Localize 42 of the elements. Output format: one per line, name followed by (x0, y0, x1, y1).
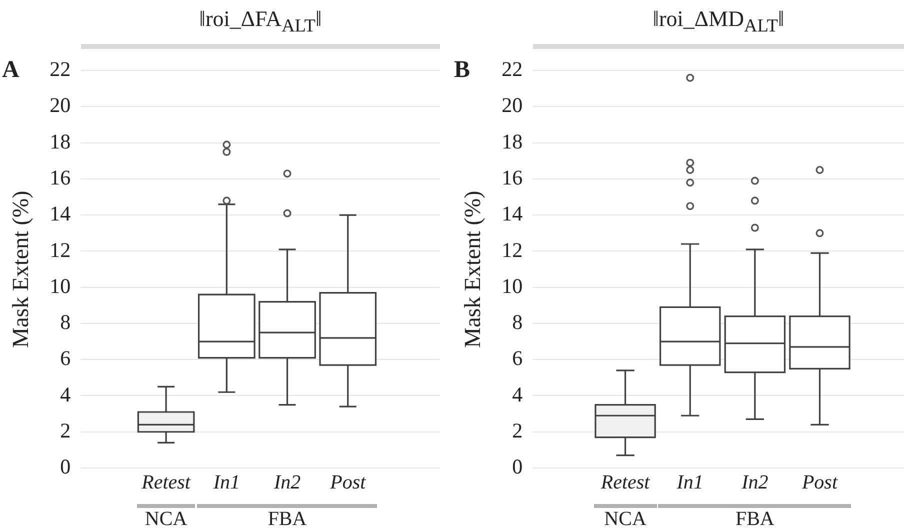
y-axis-title: Mask Extent (%) (8, 190, 33, 348)
y-tick-label: 20 (502, 93, 523, 118)
y-tick-label: 8 (512, 310, 523, 334)
y-tick-label: 14 (50, 202, 72, 226)
text: NCA (144, 507, 188, 531)
y-tick-label: 12 (502, 238, 523, 262)
y-tick-label: 0 (60, 454, 71, 479)
y-tick-label: 6 (512, 346, 523, 370)
text: NCA (603, 507, 648, 531)
y-tick-label: 10 (502, 274, 523, 298)
y-tick-label: 12 (50, 238, 71, 262)
x-tick-label: In2 (740, 471, 768, 494)
y-tick-label: 16 (502, 165, 523, 190)
chart-title: ‖roi_ΔFA$_{ALT}$‖ (199, 6, 322, 36)
x-tick-label: Retest (600, 471, 650, 494)
text: A (2, 56, 20, 84)
y-tick-label: 4 (60, 382, 72, 406)
x-tick-label: In1 (676, 471, 704, 494)
x-tick-label: In2 (272, 471, 301, 494)
y-tick-label: 8 (60, 310, 71, 334)
y-tick-label: 20 (50, 93, 71, 118)
text: B (454, 56, 470, 84)
y-tick-label: 22 (502, 57, 523, 82)
y-tick-label: 16 (50, 165, 71, 190)
x-tick-label: Post (329, 471, 366, 494)
y-tick-label: 6 (60, 346, 71, 370)
y-tick-label: 0 (512, 454, 523, 479)
x-tick-label: In1 (212, 471, 240, 494)
text: FBA (266, 507, 308, 531)
y-tick-label: 18 (502, 129, 523, 154)
y-tick-label: 4 (512, 382, 524, 406)
y-tick-label: 10 (50, 274, 71, 298)
y-tick-label: 14 (502, 202, 524, 226)
x-tick-label: Retest (140, 471, 191, 494)
text: FBA (734, 507, 776, 531)
x-tick-label: Post (800, 471, 838, 494)
chart-title: ‖roi_ΔMD$_{ALT}$‖ (652, 6, 784, 36)
y-tick-label: 18 (50, 129, 71, 154)
y-tick-label: 22 (50, 57, 71, 82)
y-tick-label: 2 (60, 418, 71, 442)
y-axis-title: Mask Extent (%) (460, 190, 485, 348)
y-tick-label: 2 (512, 418, 523, 442)
